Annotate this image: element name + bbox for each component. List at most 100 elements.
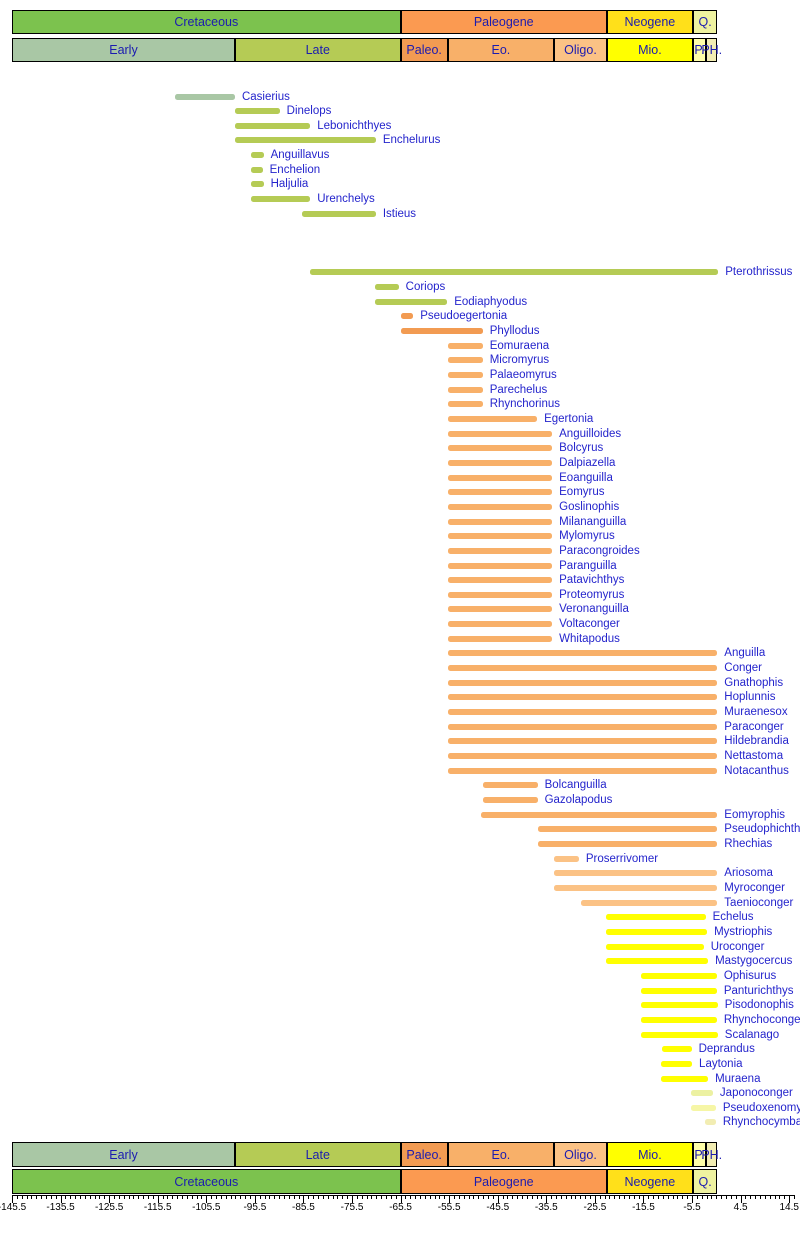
axis-minor-tick	[118, 1195, 120, 1199]
axis-major-tick	[254, 1195, 256, 1203]
axis-minor-tick	[609, 1195, 611, 1199]
axis-minor-tick	[633, 1195, 635, 1199]
taxon-bar-muraena	[661, 1075, 709, 1082]
taxon-label-ariosoma: Ariosoma	[724, 867, 773, 880]
axis-major-tick	[400, 1195, 402, 1203]
period-cell-q-: Q.	[692, 10, 718, 34]
axis-minor-tick	[269, 1195, 271, 1199]
taxon-bar-paracongroides	[447, 547, 553, 554]
epoch-cell-eo-: Eo.	[447, 38, 555, 62]
taxon-label-pseudoegertonia: Pseudoegertonia	[420, 310, 508, 323]
taxon-bar-whitapodus	[447, 635, 553, 642]
epoch-cell-mio-: Mio.	[606, 38, 693, 62]
taxon-bar-deprandus	[662, 1046, 692, 1053]
axis-minor-tick	[313, 1195, 315, 1199]
axis-minor-tick	[590, 1195, 592, 1199]
axis-major-tick	[643, 1195, 645, 1203]
axis-minor-tick	[667, 1195, 669, 1199]
axis-minor-tick	[16, 1195, 18, 1199]
taxon-bar-echelus	[606, 914, 706, 921]
taxon-bar-conger	[447, 665, 718, 672]
taxon-label-coriops: Coriops	[405, 281, 446, 294]
taxon-label-eodiaphyodus: Eodiaphyodus	[454, 295, 528, 308]
axis-minor-tick	[531, 1195, 533, 1199]
taxon-label-deprandus: Deprandus	[698, 1043, 755, 1056]
epoch-label: Early	[109, 43, 138, 57]
axis-tick-label: -5.5	[683, 1202, 701, 1213]
taxon-label-proserrivomer: Proserrivomer	[585, 852, 659, 865]
axis-minor-tick	[41, 1195, 43, 1199]
epoch-cell-early: Early	[12, 38, 235, 62]
taxon-bar-hildebrandia	[447, 738, 718, 745]
taxon-label-japonoconger: Japonoconger	[719, 1087, 793, 1100]
epoch-label: Early	[109, 1147, 138, 1162]
taxon-bar-mastygocercus	[606, 958, 709, 965]
epoch-cell-ph-: PH.	[701, 1142, 722, 1167]
taxon-bar-nettastoma	[447, 753, 718, 760]
taxon-label-uroconger: Uroconger	[710, 940, 765, 953]
taxon-bar-muraenesox	[447, 709, 718, 716]
axis-minor-tick	[779, 1195, 781, 1199]
taxon-bar-phyllodus	[400, 328, 483, 334]
axis-minor-tick	[628, 1195, 630, 1199]
taxon-label-parechelus: Parechelus	[489, 383, 548, 396]
taxon-label-proteomyrus: Proteomyrus	[559, 588, 625, 601]
axis-minor-tick	[687, 1195, 689, 1199]
period-cell-neogene: Neogene	[606, 10, 693, 34]
axis-minor-tick	[755, 1195, 757, 1199]
axis-major-tick	[352, 1195, 354, 1203]
epoch-cell-ph-: PH.	[701, 38, 722, 62]
axis-minor-tick	[458, 1195, 460, 1199]
taxon-label-veronanguilla: Veronanguilla	[559, 603, 629, 616]
taxon-bar-pseudophichthys	[537, 826, 718, 833]
epoch-cell-late: Late	[234, 38, 401, 62]
taxon-label-eoanguilla: Eoanguilla	[559, 471, 613, 484]
taxon-label-mylomyrus: Mylomyrus	[559, 530, 615, 543]
axis-tick-label: -35.5	[534, 1202, 558, 1213]
taxon-bar-eodiaphyodus	[374, 298, 448, 305]
taxon-bar-scalanago	[640, 1031, 718, 1038]
axis-tick-label: -65.5	[389, 1202, 412, 1213]
epoch-cell-p-: P.	[692, 1142, 707, 1167]
axis-minor-tick	[167, 1195, 169, 1199]
epoch-label: Paleo.	[406, 1147, 442, 1162]
axis-minor-tick	[182, 1195, 183, 1199]
taxon-bar-enchelion	[251, 166, 263, 173]
axis-minor-tick	[114, 1195, 115, 1199]
taxon-label-muraenesox: Muraenesox	[724, 706, 788, 719]
taxon-label-phyllodus: Phyllodus	[489, 325, 540, 337]
taxon-label-anguilloides: Anguilloides	[559, 427, 622, 440]
taxon-bar-japonoconger	[690, 1090, 713, 1097]
axis-minor-tick	[716, 1195, 718, 1199]
taxon-bar-mylomyrus	[447, 533, 553, 540]
axis-minor-tick	[662, 1195, 664, 1199]
taxon-label-eomuraena: Eomuraena	[489, 339, 550, 352]
taxon-label-istieus: Istieus	[382, 207, 417, 220]
axis-minor-tick	[463, 1195, 465, 1199]
axis-minor-tick	[259, 1195, 261, 1199]
axis-minor-tick	[619, 1195, 621, 1199]
epoch-cell-paleo-: Paleo.	[400, 1142, 448, 1167]
axis-minor-tick	[672, 1195, 674, 1199]
axis-minor-tick	[405, 1195, 407, 1199]
axis-minor-tick	[70, 1195, 72, 1199]
taxon-label-gazolapodus: Gazolapodus	[544, 794, 613, 807]
axis-minor-tick	[225, 1195, 227, 1199]
taxon-bar-paranguilla	[447, 562, 553, 569]
taxon-bar-rhynchocymba	[705, 1119, 716, 1126]
axis-tick-label: 14.5	[779, 1202, 799, 1213]
axis-minor-tick	[318, 1195, 320, 1199]
axis-minor-tick	[424, 1195, 426, 1199]
axis-minor-tick	[415, 1195, 417, 1199]
axis-minor-tick	[624, 1195, 626, 1199]
axis-minor-tick	[575, 1195, 577, 1199]
taxon-label-pisodonophis: Pisodonophis	[724, 999, 794, 1012]
taxon-bar-taenioconger	[580, 899, 718, 906]
taxon-bar-eomyrus	[447, 489, 553, 496]
taxon-label-nettastoma: Nettastoma	[724, 750, 784, 763]
taxon-label-rhynchocymba: Rhynchocymba	[722, 1116, 800, 1129]
taxon-bar-micromyrus	[447, 357, 483, 364]
taxon-label-bolcyrus: Bolcyrus	[559, 442, 604, 455]
taxon-label-patavichthys: Patavichthys	[559, 574, 625, 587]
axis-minor-tick	[327, 1195, 329, 1199]
